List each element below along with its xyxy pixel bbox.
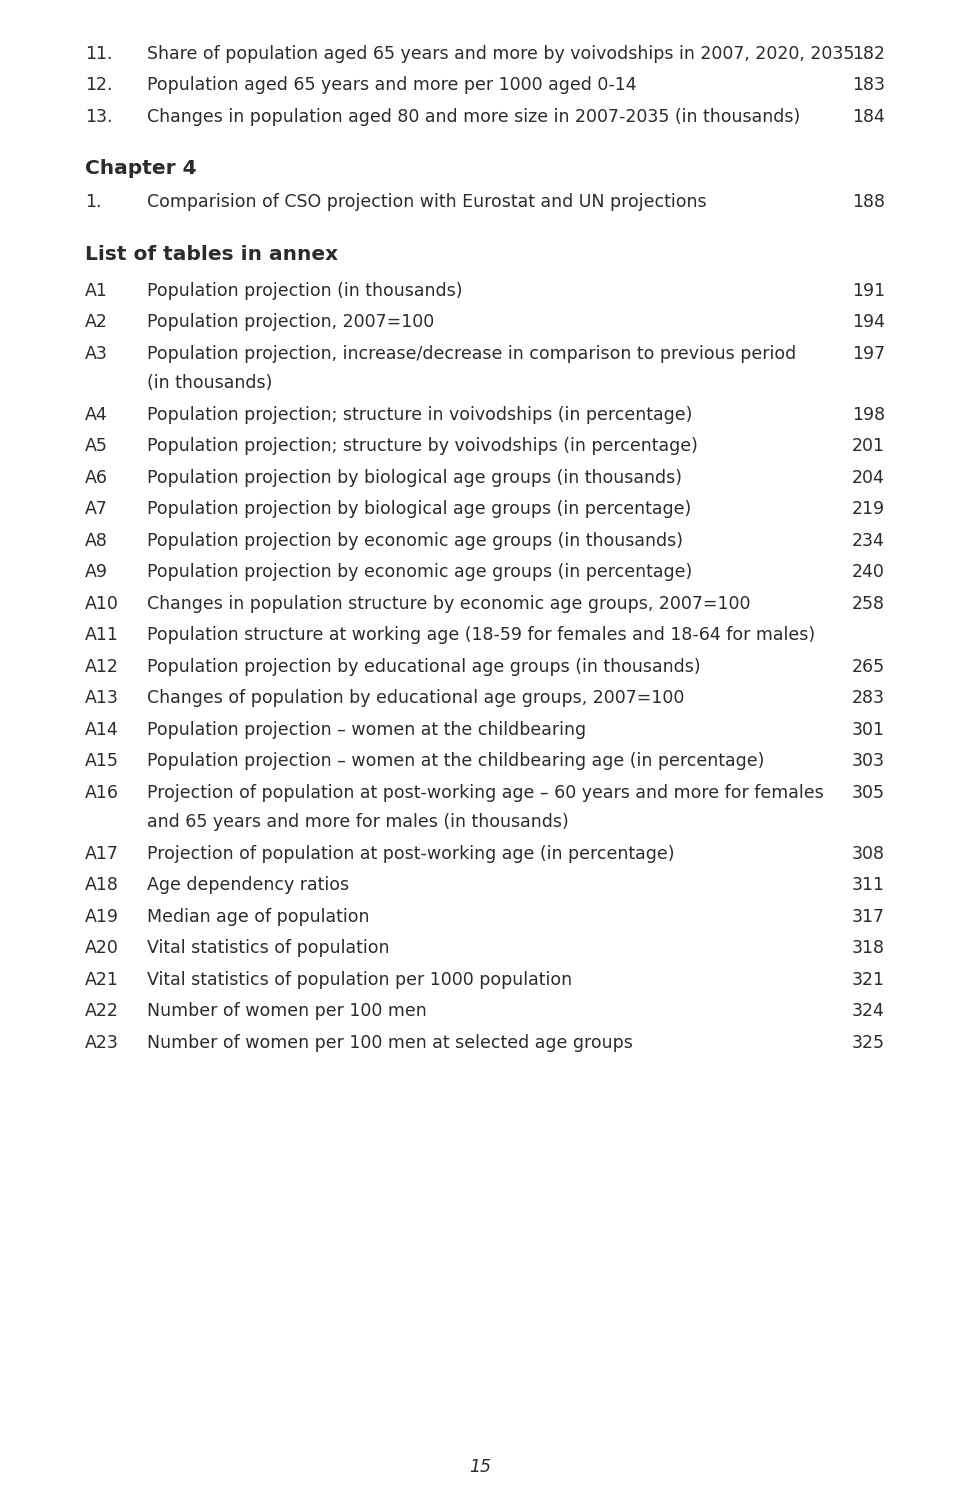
Text: A18: A18 [85,876,119,894]
Text: 12.: 12. [85,77,112,95]
Text: Population projection, increase/decrease in comparison to previous period: Population projection, increase/decrease… [147,345,796,363]
Text: 324: 324 [852,1003,885,1021]
Text: 325: 325 [852,1034,885,1051]
Text: A10: A10 [85,594,119,612]
Text: Population projection by biological age groups (in percentage): Population projection by biological age … [147,501,691,519]
Text: 197: 197 [852,345,885,363]
Text: A7: A7 [85,501,108,519]
Text: Number of women per 100 men at selected age groups: Number of women per 100 men at selected … [147,1034,633,1051]
Text: A21: A21 [85,971,119,989]
Text: A14: A14 [85,721,119,739]
Text: 198: 198 [852,406,885,424]
Text: A11: A11 [85,626,119,644]
Text: 318: 318 [852,939,885,958]
Text: A1: A1 [85,282,108,300]
Text: 183: 183 [852,77,885,95]
Text: 219: 219 [852,501,885,519]
Text: Chapter 4: Chapter 4 [85,160,197,178]
Text: Projection of population at post-working age – 60 years and more for females: Projection of population at post-working… [147,784,824,802]
Text: 258: 258 [852,594,885,612]
Text: Population projection (in thousands): Population projection (in thousands) [147,282,463,300]
Text: A22: A22 [85,1003,119,1021]
Text: 234: 234 [852,532,885,550]
Text: Changes of population by educational age groups, 2007=100: Changes of population by educational age… [147,689,684,707]
Text: 13.: 13. [85,109,112,127]
Text: A13: A13 [85,689,119,707]
Text: A16: A16 [85,784,119,802]
Text: A5: A5 [85,437,108,455]
Text: A12: A12 [85,657,119,676]
Text: Comparision of CSO projection with Eurostat and UN projections: Comparision of CSO projection with Euros… [147,193,707,211]
Text: 15: 15 [469,1458,491,1476]
Text: A9: A9 [85,564,108,581]
Text: 194: 194 [852,314,885,332]
Text: Population projection by biological age groups (in thousands): Population projection by biological age … [147,469,682,487]
Text: A23: A23 [85,1034,119,1051]
Text: 265: 265 [852,657,885,676]
Text: 305: 305 [852,784,885,802]
Text: List of tables in annex: List of tables in annex [85,244,338,264]
Text: Population projection; structure by voivodships (in percentage): Population projection; structure by voiv… [147,437,698,455]
Text: Population projection – women at the childbearing age (in percentage): Population projection – women at the chi… [147,752,764,771]
Text: A17: A17 [85,844,119,863]
Text: Population projection, 2007=100: Population projection, 2007=100 [147,314,434,332]
Text: 191: 191 [852,282,885,300]
Text: 204: 204 [852,469,885,487]
Text: A4: A4 [85,406,108,424]
Text: 283: 283 [852,689,885,707]
Text: 188: 188 [852,193,885,211]
Text: Number of women per 100 men: Number of women per 100 men [147,1003,427,1021]
Text: 301: 301 [852,721,885,739]
Text: Share of population aged 65 years and more by voivodships in 2007, 2020, 2035: Share of population aged 65 years and mo… [147,45,854,63]
Text: Population projection by educational age groups (in thousands): Population projection by educational age… [147,657,701,676]
Text: Population projection by economic age groups (in percentage): Population projection by economic age gr… [147,564,692,581]
Text: (in thousands): (in thousands) [147,374,273,392]
Text: A3: A3 [85,345,108,363]
Text: 184: 184 [852,109,885,127]
Text: A2: A2 [85,314,108,332]
Text: A20: A20 [85,939,119,958]
Text: 201: 201 [852,437,885,455]
Text: Changes in population aged 80 and more size in 2007-2035 (in thousands): Changes in population aged 80 and more s… [147,109,801,127]
Text: 317: 317 [852,908,885,926]
Text: Changes in population structure by economic age groups, 2007=100: Changes in population structure by econo… [147,594,751,612]
Text: Population projection by economic age groups (in thousands): Population projection by economic age gr… [147,532,683,550]
Text: Population projection; structure in voivodships (in percentage): Population projection; structure in voiv… [147,406,692,424]
Text: Population structure at working age (18-59 for females and 18-64 for males): Population structure at working age (18-… [147,626,815,644]
Text: 11.: 11. [85,45,112,63]
Text: A15: A15 [85,752,119,771]
Text: 311: 311 [852,876,885,894]
Text: 303: 303 [852,752,885,771]
Text: 182: 182 [852,45,885,63]
Text: Population projection – women at the childbearing: Population projection – women at the chi… [147,721,587,739]
Text: 321: 321 [852,971,885,989]
Text: A6: A6 [85,469,108,487]
Text: Projection of population at post-working age (in percentage): Projection of population at post-working… [147,844,675,863]
Text: Median age of population: Median age of population [147,908,370,926]
Text: Population aged 65 years and more per 1000 aged 0-14: Population aged 65 years and more per 10… [147,77,636,95]
Text: Vital statistics of population per 1000 population: Vital statistics of population per 1000 … [147,971,572,989]
Text: A8: A8 [85,532,108,550]
Text: 1.: 1. [85,193,102,211]
Text: Age dependency ratios: Age dependency ratios [147,876,349,894]
Text: 308: 308 [852,844,885,863]
Text: and 65 years and more for males (in thousands): and 65 years and more for males (in thou… [147,813,568,831]
Text: Vital statistics of population: Vital statistics of population [147,939,390,958]
Text: 240: 240 [852,564,885,581]
Text: A19: A19 [85,908,119,926]
